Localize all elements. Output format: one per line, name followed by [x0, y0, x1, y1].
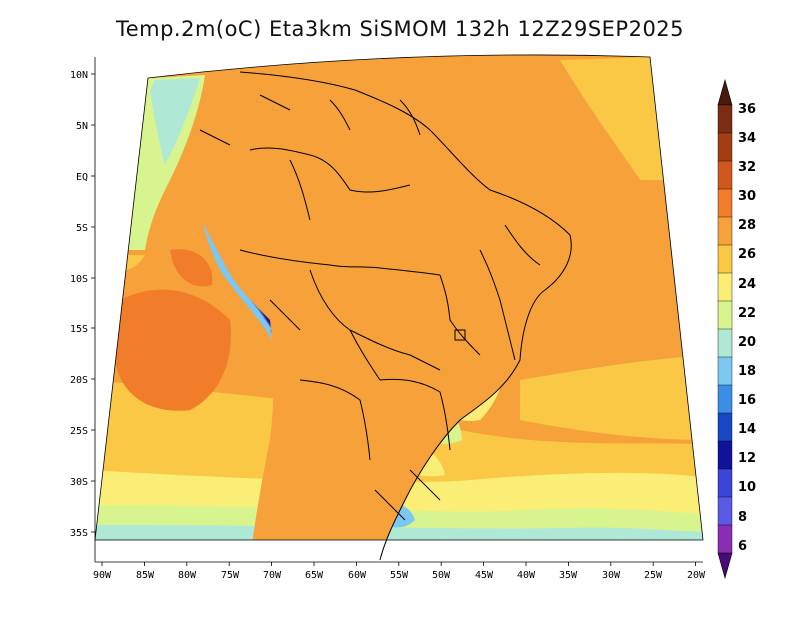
colorbar-swatch — [717, 300, 733, 330]
map-title: Temp.2m(oC) Eta3km SiSMOM 132h 12Z29SEP2… — [115, 17, 685, 41]
colorbar-label: 12 — [738, 451, 756, 466]
map-axes — [91, 57, 703, 566]
lat-tick: 15S — [70, 324, 88, 335]
lat-tick: 35S — [70, 528, 88, 539]
colorbar-label: 24 — [738, 277, 756, 292]
lat-tick: 10S — [70, 274, 88, 285]
colorbar-swatch — [717, 104, 733, 134]
lat-tick: 20S — [70, 375, 88, 386]
colorbar-swatch — [717, 328, 733, 358]
lon-tick: 40W — [517, 570, 536, 581]
lat-tick: 5N — [76, 121, 88, 132]
latitude-ticks: 10N 5N EQ 5S 10S 15S 20S 25S 30S 35S — [70, 70, 88, 539]
colorbar-label: 8 — [738, 510, 747, 525]
temperature-field — [95, 54, 703, 541]
lon-tick: 90W — [93, 570, 112, 581]
lon-tick: 55W — [390, 570, 409, 581]
colorbar-label: 30 — [738, 189, 756, 204]
colorbar-label: 22 — [738, 306, 756, 321]
lon-tick: 75W — [221, 570, 240, 581]
colorbar: 36 34 32 30 28 26 24 22 20 18 16 14 12 1… — [717, 78, 756, 580]
lat-tick: 30S — [70, 477, 88, 488]
colorbar-label: 14 — [738, 422, 756, 437]
colorbar-label: 20 — [738, 335, 756, 350]
colorbar-swatch — [717, 132, 733, 162]
colorbar-label: 18 — [738, 364, 756, 379]
colorbar-label: 16 — [738, 393, 756, 408]
lon-tick: 60W — [348, 570, 367, 581]
colorbar-swatch — [717, 524, 733, 554]
colorbar-label: 34 — [738, 131, 756, 146]
colorbar-swatch — [717, 244, 733, 274]
domain-outline — [94, 54, 704, 541]
lon-tick: 50W — [432, 570, 451, 581]
colorbar-swatch — [717, 272, 733, 302]
colorbar-swatch — [717, 188, 733, 218]
colorbar-swatch — [717, 160, 733, 190]
colorbar-max-arrow — [717, 78, 733, 106]
political-borders — [199, 71, 572, 561]
colorbar-label: 28 — [738, 218, 756, 233]
colorbar-label: 10 — [738, 480, 756, 495]
colorbar-label: 26 — [738, 247, 756, 262]
lon-tick: 30W — [602, 570, 621, 581]
colorbar-swatch — [717, 412, 733, 442]
colorbar-swatch — [717, 440, 733, 470]
colorbar-label: 6 — [738, 539, 747, 554]
colorbar-min-arrow — [717, 552, 733, 580]
lat-tick: 10N — [70, 70, 88, 81]
lon-tick: 80W — [178, 570, 197, 581]
lat-tick: 5S — [76, 223, 88, 234]
longitude-ticks: 90W 85W 80W 75W 70W 65W 60W 55W 50W 45W … — [93, 570, 706, 581]
colorbar-swatch — [717, 356, 733, 386]
lon-tick: 35W — [559, 570, 578, 581]
lon-tick: 70W — [263, 570, 282, 581]
colorbar-swatch — [717, 468, 733, 498]
colorbar-swatch — [717, 384, 733, 414]
lon-tick: 20W — [687, 570, 706, 581]
colorbar-swatch — [717, 216, 733, 246]
lon-tick: 25W — [644, 570, 663, 581]
colorbar-swatch — [717, 496, 733, 526]
colorbar-label: 32 — [738, 160, 756, 175]
lon-tick: 65W — [305, 570, 324, 581]
colorbar-label: 36 — [738, 102, 756, 117]
lat-tick: EQ — [76, 172, 88, 183]
lon-tick: 45W — [475, 570, 494, 581]
lat-tick: 25S — [70, 426, 88, 437]
lon-tick: 85W — [136, 570, 155, 581]
